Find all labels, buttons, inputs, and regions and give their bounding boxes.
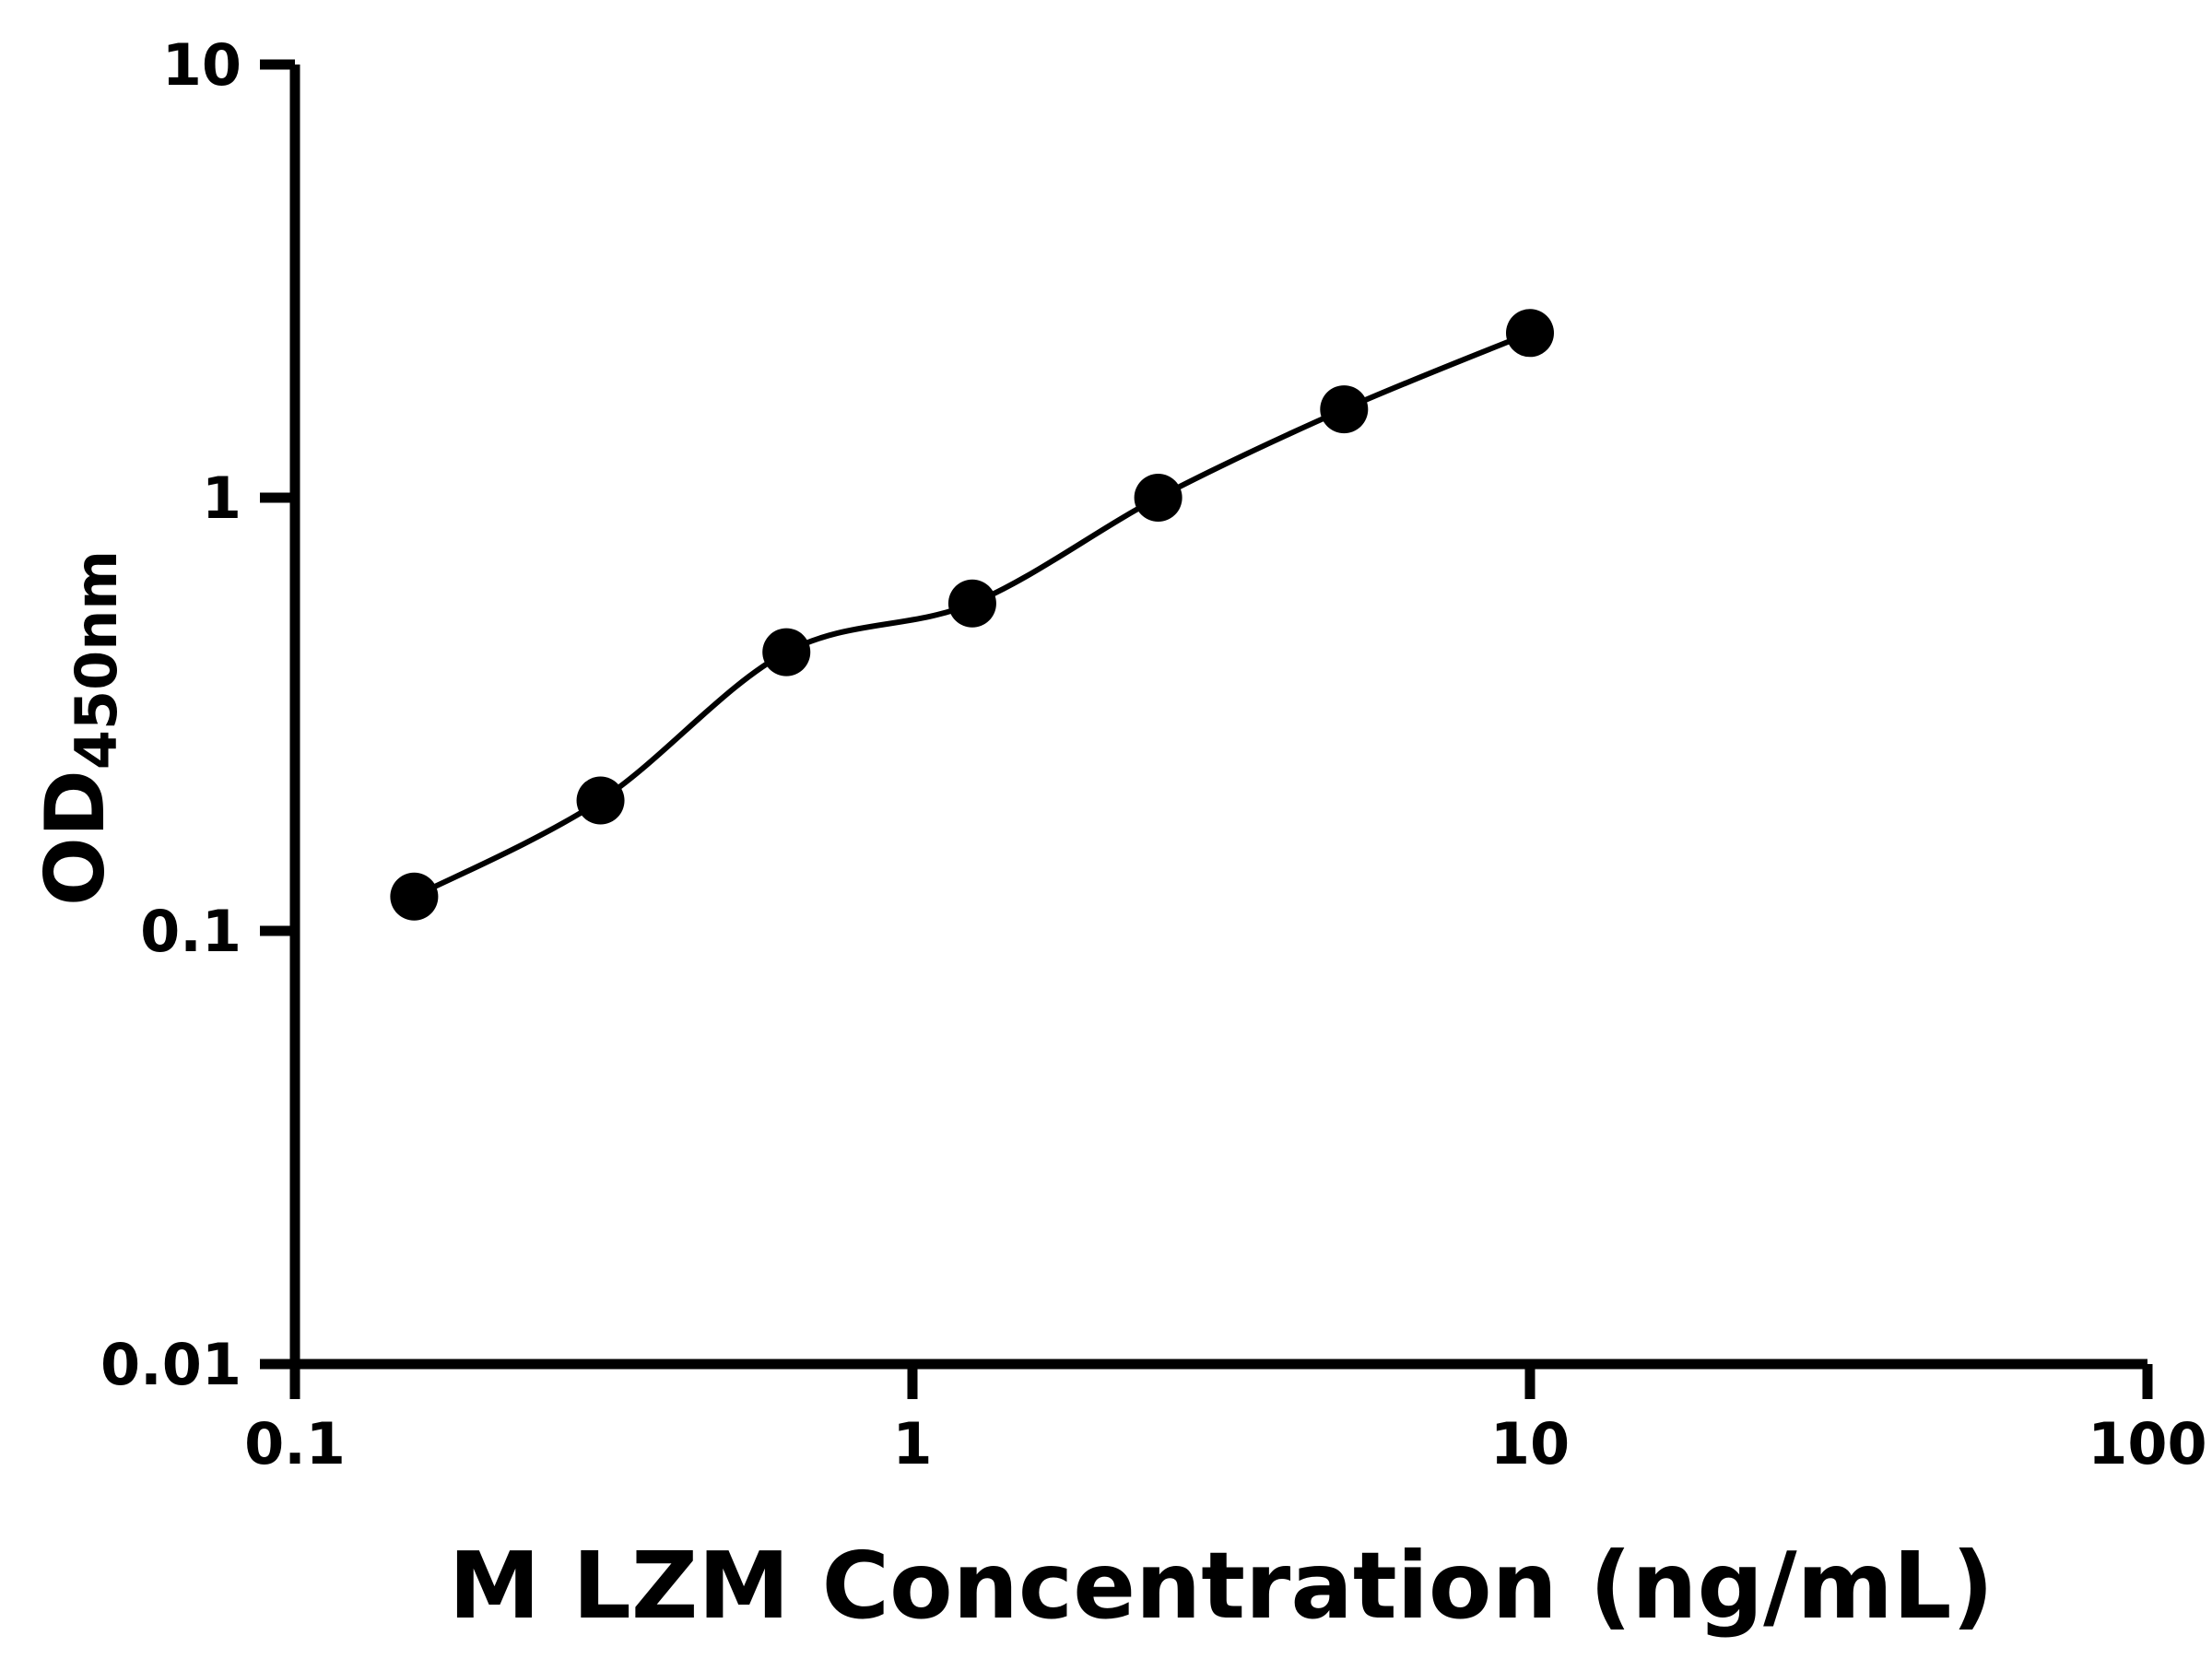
axis-spine <box>289 65 2147 1370</box>
y-axis-label-subscript: 450nm <box>63 550 130 770</box>
y-axis-tick-label: 0.1 <box>140 898 241 965</box>
svg-text:OD450nm: OD450nm <box>28 550 130 906</box>
data-point <box>762 628 811 677</box>
x-axis-label: M LZM Concentration (ng/mL) <box>449 1532 1994 1640</box>
y-axis-tick-label: 0.01 <box>100 1331 241 1398</box>
data-point <box>390 872 439 921</box>
data-point <box>947 579 996 628</box>
data-point <box>1320 385 1369 434</box>
x-axis-tick-label: 10 <box>1490 1410 1570 1477</box>
x-axis-tick-label: 1 <box>892 1410 932 1477</box>
y-axis-tick-label: 10 <box>162 31 241 99</box>
y-axis-tick-label: 1 <box>202 465 241 532</box>
x-axis-tick-label: 0.1 <box>244 1410 346 1477</box>
x-axis-tick-label: 100 <box>2088 1410 2206 1477</box>
y-axis-label: OD450nm <box>28 550 130 906</box>
data-point <box>1506 309 1554 358</box>
data-point <box>1134 474 1182 522</box>
data-point <box>576 776 625 825</box>
y-axis-label-main: OD <box>28 770 123 906</box>
series-layer <box>390 309 1554 921</box>
